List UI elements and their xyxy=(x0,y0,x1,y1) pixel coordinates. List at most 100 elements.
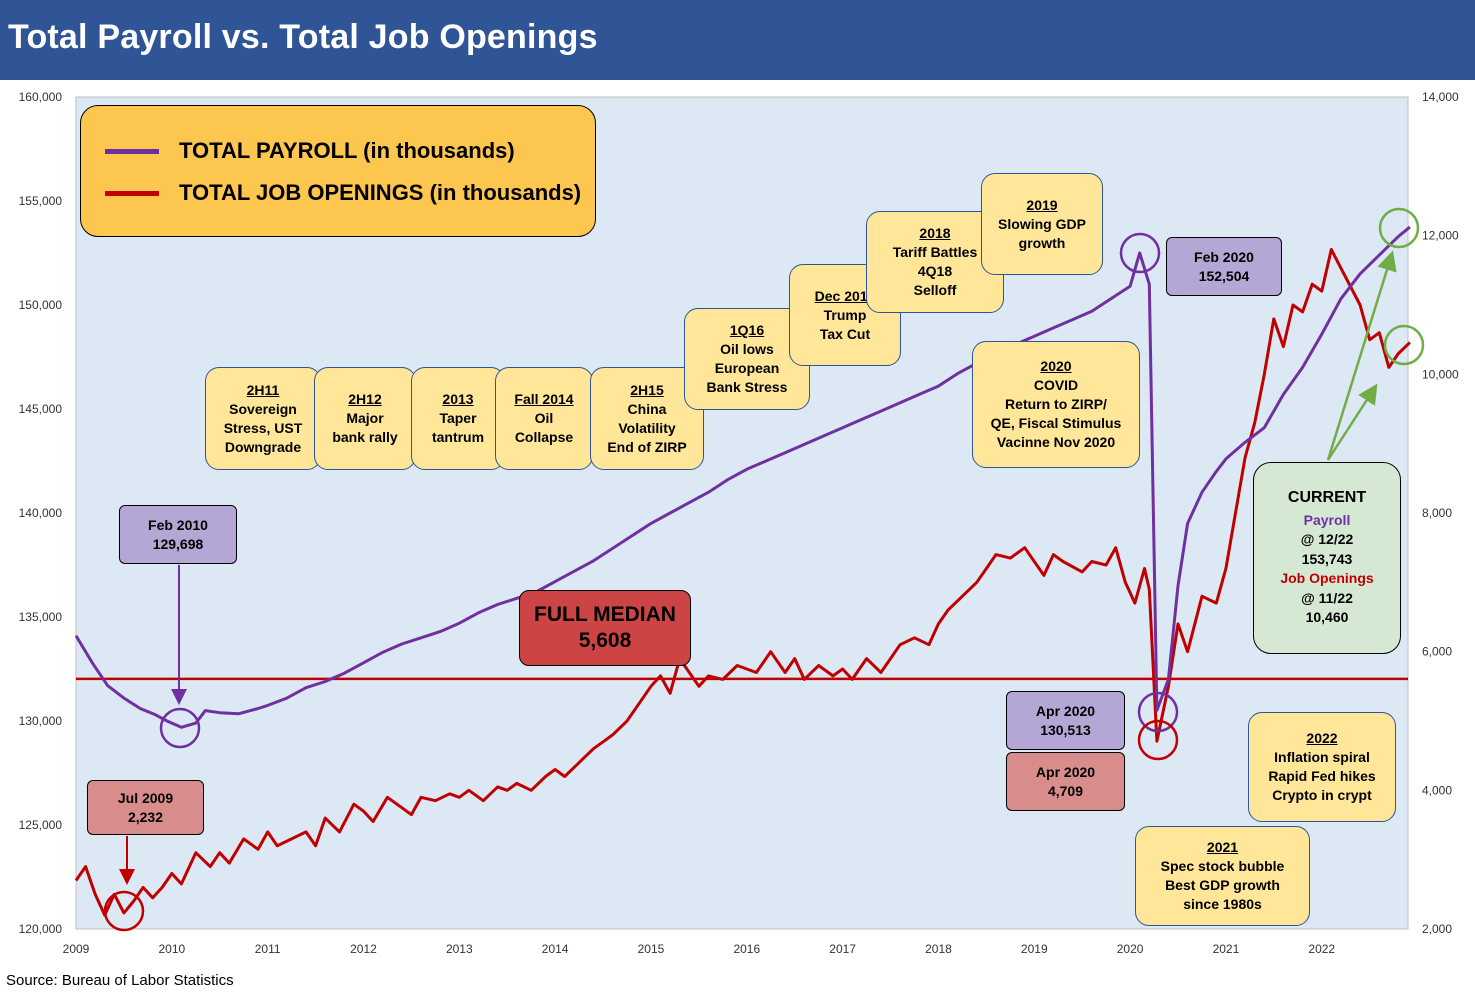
event-line: Tariff Battles xyxy=(892,244,978,260)
event-line: End of ZIRP xyxy=(607,438,687,455)
apr2020-openings-callout: Apr 2020 4,709 xyxy=(1006,752,1125,811)
event-title: 2H15 xyxy=(630,381,664,398)
event-line: Stress, UST xyxy=(223,419,303,436)
median-label-value: 5,608 xyxy=(578,629,632,652)
event-line: bank rally xyxy=(332,429,398,445)
y-left-tick-label: 125,000 xyxy=(19,818,63,832)
event-line: COVID xyxy=(1033,377,1079,393)
callout-date: Feb 2010 xyxy=(148,516,208,533)
event-title: 2019 xyxy=(1026,196,1058,213)
event-line: Return to ZIRP/ xyxy=(1005,396,1107,412)
apr2020-openings-circle xyxy=(1137,719,1179,761)
event-box: 2020 COVID Return to ZIRP/QE, Fiscal Stimu… xyxy=(972,341,1140,468)
y-left-tick-label: 130,000 xyxy=(19,714,63,728)
event-title: 2020 xyxy=(1040,358,1072,374)
event-title: 2013 xyxy=(442,391,474,407)
x-tick-label: 2018 xyxy=(925,942,952,956)
event-line: Taper xyxy=(439,410,477,426)
event-line: Crypto in crypt xyxy=(1272,787,1372,803)
event-line: Collapse xyxy=(514,429,574,445)
legend-swatch-openings xyxy=(105,190,159,196)
callout-date: Jul 2009 xyxy=(117,789,174,806)
y-right-axis: 2,000 4,000 6,000 8,000 10,000 12,000 14,000 xyxy=(1422,90,1459,936)
event-box: 2013 Taper tantrum xyxy=(411,367,505,470)
event-box: 2022 Inflation spiral Rapid Fed hikes Crypt… xyxy=(1248,712,1396,822)
event-line: Trump xyxy=(823,306,867,323)
event-box: 2019 Slowing GDP growth xyxy=(981,173,1103,275)
y-left-tick-label: 135,000 xyxy=(19,610,63,624)
y-left-tick-label: 160,000 xyxy=(19,90,63,104)
payroll-series-line xyxy=(74,225,1411,729)
event-title: 2022 xyxy=(1306,730,1338,746)
apr2020-payroll-circle xyxy=(1137,691,1179,733)
event-title: 2021 xyxy=(1206,839,1239,855)
y-left-tick-label: 140,000 xyxy=(19,506,63,520)
openings-series-line xyxy=(74,248,1411,917)
callout-value: 2,232 xyxy=(127,808,164,825)
callout-value: 129,698 xyxy=(152,535,204,552)
jul2009-openings-circle xyxy=(103,890,145,932)
event-box: 2021 Spec stock bubble Best GDP growth sinc… xyxy=(1135,826,1310,926)
event-line: Vacinne Nov 2020 xyxy=(996,434,1116,450)
event-title: Dec 2017 xyxy=(814,287,876,304)
event-line: 4Q18 xyxy=(917,263,953,279)
x-tick-label: 2016 xyxy=(733,942,760,956)
x-tick-label: 2017 xyxy=(829,942,856,956)
y-right-tick-label: 6,000 xyxy=(1422,645,1452,659)
event-title: 2H11 xyxy=(246,381,280,398)
legend-label-payroll: TOTAL PAYROLL (in thousands) xyxy=(179,138,515,163)
y-right-tick-label: 14,000 xyxy=(1422,90,1459,104)
current-head: CURRENT xyxy=(1287,489,1367,507)
callout-value: 130,513 xyxy=(1040,721,1091,738)
event-line: Oil lows xyxy=(720,341,774,357)
legend: TOTAL PAYROLL (in thousands) TOTAL JOB O… xyxy=(80,105,596,237)
current-openings-date: @ 11/22 xyxy=(1301,589,1353,606)
legend-swatch-payroll xyxy=(105,148,159,154)
current-openings-circle xyxy=(1383,324,1425,366)
x-tick-label: 2021 xyxy=(1213,942,1240,956)
current-callout: CURRENT Payroll @ 12/22 153,743 Job Open… xyxy=(1253,462,1401,654)
x-tick-label: 2015 xyxy=(638,942,665,956)
x-tick-label: 2014 xyxy=(542,942,569,956)
legend-item-payroll: TOTAL PAYROLL (in thousands) xyxy=(105,138,515,164)
event-line: Major xyxy=(346,410,384,426)
event-title: 1Q16 xyxy=(729,322,765,338)
event-line: QE, Fiscal Stimulus xyxy=(990,415,1122,431)
event-line: China xyxy=(627,400,667,417)
y-right-tick-label: 4,000 xyxy=(1422,783,1452,797)
x-tick-label: 2013 xyxy=(446,942,473,956)
callout-date: Apr 2020 xyxy=(1035,763,1096,780)
event-title: 2018 xyxy=(919,225,951,241)
event-line: Selloff xyxy=(913,282,957,298)
feb2010-callout: Feb 2010 129,698 xyxy=(119,505,237,564)
apr2020-payroll-callout: Apr 2020 130,513 xyxy=(1006,691,1125,750)
x-axis: 2009 2010 2011 2012 2013 2014 2015 2016 2017 2018… xyxy=(63,942,1336,956)
y-right-tick-label: 8,000 xyxy=(1422,506,1452,520)
event-line: Slowing GDP xyxy=(998,215,1086,232)
current-payroll-circle xyxy=(1378,207,1420,249)
current-openings-arrow xyxy=(1326,383,1378,461)
event-line: European xyxy=(714,360,780,376)
y-left-axis: 120,000 125,000 130,000 135,000 140,000 145,0… xyxy=(19,90,63,936)
event-line: Tax Cut xyxy=(819,325,871,342)
callout-value: 4,709 xyxy=(1047,782,1084,799)
current-openings-label: Job Openings xyxy=(1280,570,1374,587)
event-line: Sovereign xyxy=(229,400,297,417)
current-openings-value: 10,460 xyxy=(1305,609,1349,626)
event-line: Downgrade xyxy=(224,438,302,455)
y-right-tick-label: 10,000 xyxy=(1422,367,1459,381)
event-box: 2H12 Major bank rally xyxy=(314,367,416,470)
event-line: Oil xyxy=(534,410,554,426)
x-tick-label: 2012 xyxy=(350,942,377,956)
page-title: Total Payroll vs. Total Job Openings xyxy=(8,18,598,56)
event-title: 2H12 xyxy=(348,391,382,407)
feb2020-payroll-circle xyxy=(1119,232,1161,274)
x-tick-label: 2022 xyxy=(1308,942,1335,956)
x-tick-label: 2019 xyxy=(1021,942,1048,956)
event-line: Bank Stress xyxy=(706,379,788,395)
y-right-tick-label: 2,000 xyxy=(1422,922,1452,936)
event-line: since 1980s xyxy=(1183,896,1262,912)
y-left-tick-label: 150,000 xyxy=(19,298,63,312)
y-left-tick-label: 155,000 xyxy=(19,194,63,208)
event-box: Fall 2014 Oil Collapse xyxy=(495,367,593,470)
